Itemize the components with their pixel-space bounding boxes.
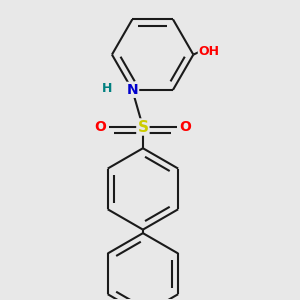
Text: O: O (179, 120, 191, 134)
Text: N: N (127, 83, 138, 97)
Text: O: O (94, 120, 106, 134)
Text: OH: OH (199, 45, 220, 58)
Text: S: S (137, 119, 148, 134)
Text: H: H (102, 82, 113, 94)
